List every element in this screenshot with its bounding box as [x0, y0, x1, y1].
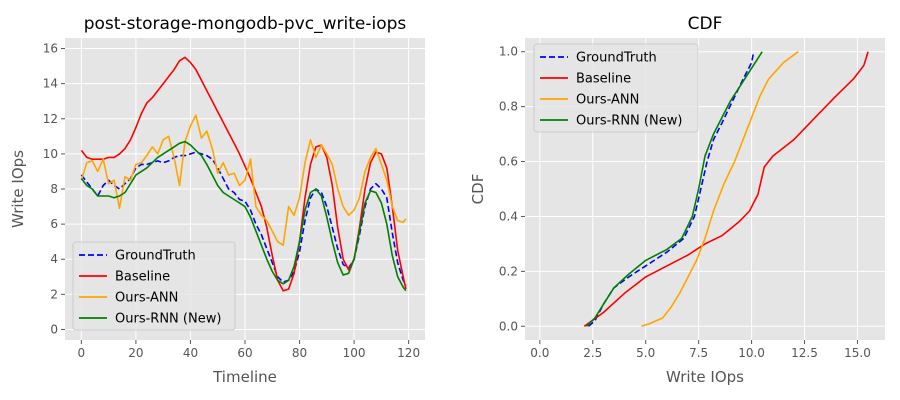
y-tick-label: 0.6	[499, 155, 518, 169]
x-tick-label: 10.0	[738, 346, 765, 360]
x-tick-label: 5.0	[636, 346, 655, 360]
y-tick-label: 1.0	[499, 45, 518, 59]
series-line-4	[80, 140, 407, 292]
y-axis-label: CDF	[469, 174, 487, 205]
y-tick-label: 0.0	[499, 319, 518, 333]
x-tick-label: 12.5	[791, 346, 818, 360]
x-tick-label: 120	[397, 346, 420, 360]
y-tick-label: 16	[43, 42, 58, 56]
legend-label: Baseline	[576, 72, 631, 87]
legend-box	[533, 43, 699, 133]
legend: GroundTruth Baseline Ours-ANN Ours-RNN (New…	[72, 241, 236, 331]
x-tick-label: 20	[128, 346, 143, 360]
series-line-3	[641, 51, 799, 328]
x-axis-label: Write IOps	[666, 368, 744, 386]
series-line-2	[583, 51, 869, 327]
legend: GroundTruth Baseline Ours-ANN Ours-RNN (New…	[533, 43, 699, 133]
y-tick-label: 8	[50, 182, 58, 196]
x-tick-label: 80	[292, 346, 307, 360]
y-tick-label: 6	[50, 217, 58, 231]
x-tick-label: 60	[237, 346, 252, 360]
y-axis-label: Write IOps	[9, 150, 27, 228]
x-tick-label: 0	[78, 346, 86, 360]
legend-label: Ours-RNN (New)	[576, 114, 682, 129]
chart-title: CDF	[688, 14, 723, 34]
legend-label: Ours-ANN	[576, 93, 639, 108]
x-tick-label: 7.5	[689, 346, 708, 360]
chart-title: post-storage-mongodb-pvc_write-iops	[84, 14, 407, 34]
x-tick-label: 40	[183, 346, 198, 360]
legend-label: GroundTruth	[115, 249, 196, 264]
chart-left-timeline: 0 20 40 60 80 100 120 0 2 4 6 8 10 12 14 16 post-storage…	[9, 14, 425, 386]
y-tick-label: 10	[43, 147, 58, 161]
x-tick-label: 100	[343, 346, 366, 360]
y-tick-label: 0	[50, 322, 58, 336]
legend-label: GroundTruth	[576, 51, 657, 66]
y-tick-label: 0.8	[499, 100, 518, 114]
y-tick-label: 0.2	[499, 264, 518, 278]
y-tick-label: 12	[43, 112, 58, 126]
series-line-3	[80, 114, 407, 246]
y-tick-label: 14	[43, 77, 58, 91]
x-axis-label: Timeline	[212, 368, 277, 386]
x-tick-label: 15.0	[844, 346, 871, 360]
y-tick-label: 0.4	[499, 209, 518, 223]
y-tick-label: 2	[50, 287, 58, 301]
x-tick-label: 0.0	[530, 346, 549, 360]
chart-right-cdf: 0.0 2.5 5.0 7.5 10.0 12.5 15.0 0.0 0.2 0.4 0.6 0.8 1…	[469, 14, 885, 386]
legend-label: Baseline	[115, 270, 170, 285]
legend-label: Ours-ANN	[115, 291, 178, 306]
legend-label: Ours-RNN (New)	[115, 312, 221, 327]
y-tick-label: 4	[50, 252, 58, 266]
series-line-4	[585, 51, 763, 327]
legend-box	[72, 241, 236, 331]
x-tick-label: 2.5	[583, 346, 602, 360]
